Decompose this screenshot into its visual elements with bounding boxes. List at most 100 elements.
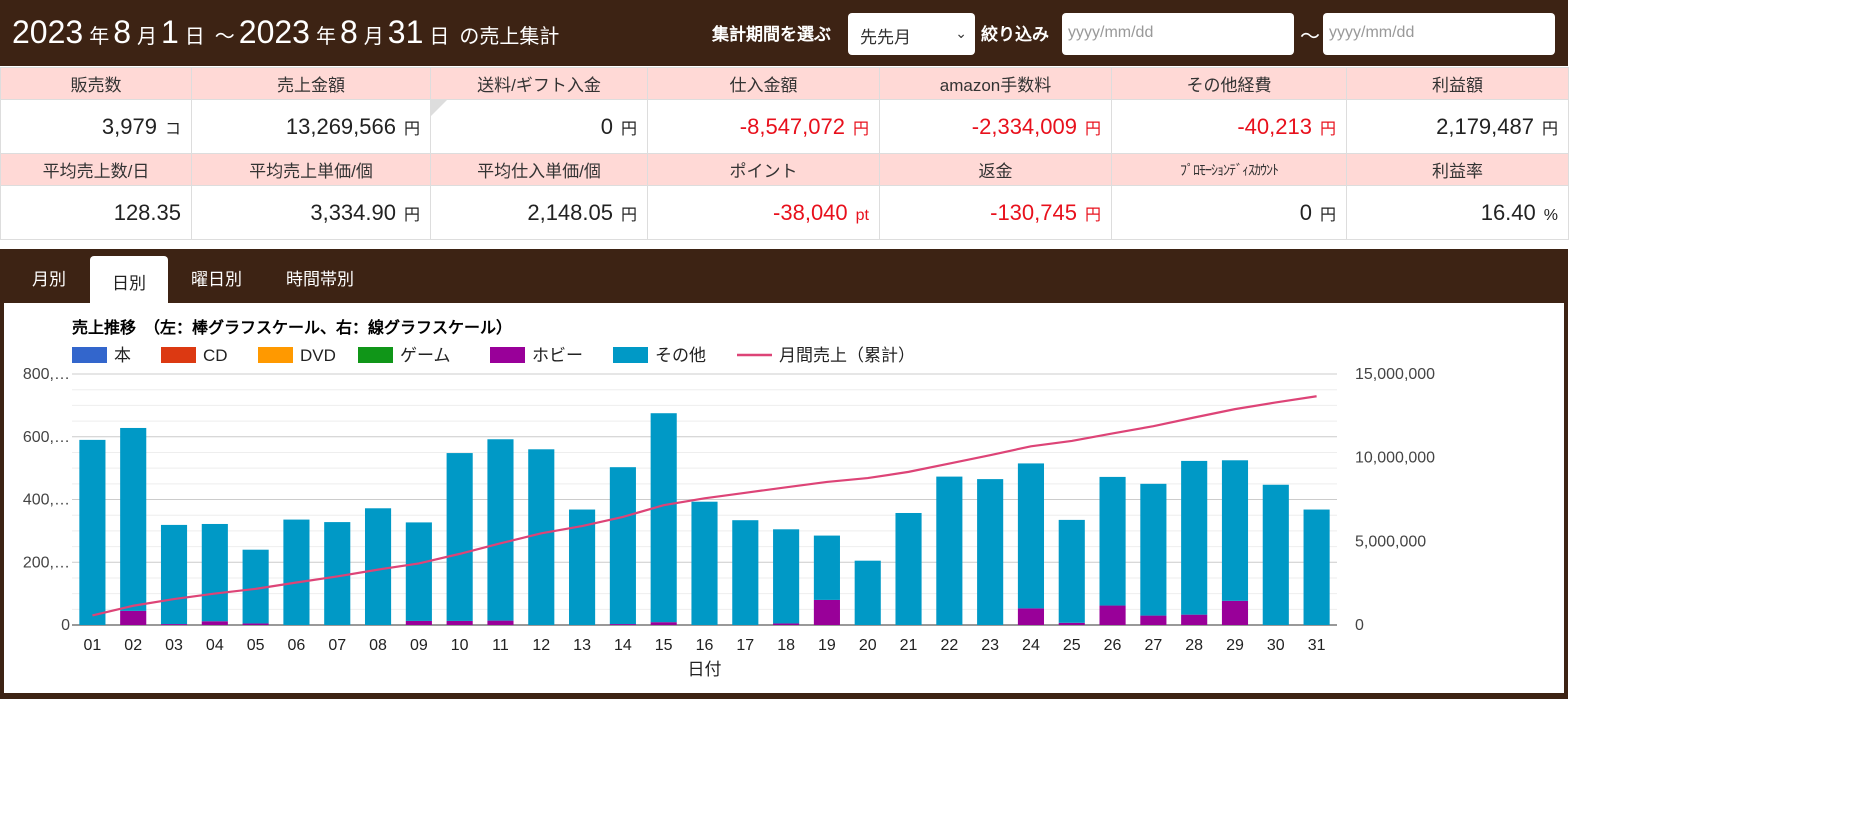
x-tick-label: 25	[1063, 637, 1081, 654]
stats-value-row: 128.35 3,334.90 円 2,148.05 円 -38,040 pt -13…	[0, 185, 1569, 240]
legend-swatch	[490, 347, 525, 363]
value: 3,334.90	[310, 199, 396, 225]
date-from-input[interactable]: yyyy/mm/dd	[1062, 13, 1294, 55]
legend-label: ホビー	[532, 346, 583, 365]
stat-label-shipping: 送料/ギフト入金	[430, 67, 648, 100]
bar-other	[324, 522, 351, 625]
title-tilde: ～	[214, 26, 235, 48]
value: 2,179,487	[1436, 113, 1534, 139]
x-tick-label: 06	[288, 637, 306, 654]
bar-hobby	[609, 624, 636, 625]
x-tick-label: 02	[124, 637, 142, 654]
unit: 円	[620, 120, 637, 138]
bar-hobby	[650, 622, 677, 625]
sales-trend-chart: 売上推移 （左：棒グラフスケール、右：線グラフスケール） 本 CD DVD ゲーム ホビー…	[23, 318, 1435, 679]
x-tick-label: 04	[206, 637, 224, 654]
x-tick-label: 09	[410, 637, 428, 654]
stat-value-amazon-fee: -2,334,009 円	[879, 99, 1112, 154]
value: 3,979	[101, 113, 157, 139]
stat-label-margin: 利益率	[1346, 153, 1569, 186]
year-unit: 年	[315, 26, 336, 48]
bar-other	[201, 523, 228, 622]
tab-monthly[interactable]: 月別	[32, 270, 66, 289]
bar-hobby	[1221, 600, 1249, 625]
tab-daily[interactable]: 日別	[90, 256, 168, 303]
legend-label: 月間売上（累計）	[779, 346, 915, 365]
chevron-down-icon: ⌄	[955, 25, 967, 41]
bar-hobby	[487, 620, 514, 625]
end-year: 2023	[238, 14, 310, 50]
bar-hobby	[160, 624, 188, 625]
stat-value-avg-count: 128.35	[0, 185, 192, 240]
stat-label-avg-price: 平均売上単価/個	[191, 153, 431, 186]
bar-other	[569, 509, 596, 625]
unit: 円	[1084, 120, 1101, 138]
tab-weekday[interactable]: 曜日別	[191, 270, 242, 289]
y-tick-label: 600,…	[23, 429, 70, 446]
bar-other	[160, 524, 188, 625]
x-tick-label: 23	[981, 637, 999, 654]
filter-label: 絞り込み	[981, 25, 1049, 44]
end-day: 31	[387, 14, 424, 50]
bar-other	[895, 512, 922, 625]
tab-hourly[interactable]: 時間帯別	[286, 270, 354, 289]
unit: 円	[403, 206, 420, 224]
date-to-placeholder: yyyy/mm/dd	[1329, 24, 1415, 41]
comment-corner-icon	[431, 100, 447, 116]
page-title: 2023 年 8 月 1 日～ 2023 年 8 月 31 日の売上集計	[12, 14, 563, 51]
stat-value-sales-amount: 13,269,566 円	[191, 99, 431, 154]
bar-other	[936, 476, 963, 625]
x-tick-label: 14	[614, 637, 632, 654]
x-tick-label: 11	[492, 637, 509, 654]
y2-tick-label: 0	[1355, 617, 1364, 634]
x-tick-label: 05	[247, 637, 265, 654]
stat-value-other-expense: -40,213 円	[1111, 99, 1347, 154]
value: 128.35	[113, 199, 181, 225]
x-tick-label: 08	[369, 637, 387, 654]
unit: 円	[1541, 120, 1558, 138]
bar-hobby	[1017, 608, 1045, 625]
bar-other	[283, 519, 310, 625]
bar-other	[1262, 484, 1289, 625]
x-tick-label: 19	[818, 637, 836, 654]
bar-other	[446, 453, 473, 621]
bar-other	[854, 560, 881, 625]
value: 0	[1299, 199, 1312, 225]
bar-other	[1221, 460, 1249, 601]
period-select[interactable]: 先先月 ⌄	[848, 13, 975, 55]
bar-other	[650, 413, 677, 623]
stat-label-promo: ﾌﾟﾛﾓｰｼｮﾝﾃﾞｨｽｶｳﾝﾄ	[1111, 153, 1347, 186]
y-tick-label: 0	[61, 617, 70, 634]
date-to-input[interactable]: yyyy/mm/dd	[1323, 13, 1555, 55]
legend-swatch	[72, 347, 107, 363]
year-unit: 年	[89, 26, 110, 48]
bar-other	[977, 479, 1004, 625]
x-tick-label: 28	[1185, 637, 1203, 654]
unit: 円	[403, 120, 420, 138]
x-tick-label: 26	[1104, 637, 1122, 654]
bar-other	[773, 529, 800, 624]
day-unit: 日	[184, 26, 205, 48]
bar-other	[813, 535, 840, 600]
bar-other	[1303, 509, 1330, 625]
view-tabs: 月別 日別 曜日別 時間帯別	[0, 249, 1568, 303]
cumulative-sales-line	[92, 395, 1317, 617]
month-unit: 月	[363, 26, 384, 48]
x-tick-label: 18	[777, 637, 795, 654]
bar-hobby	[1099, 605, 1126, 625]
chart-panel: 売上推移 （左：棒グラフスケール、右：線グラフスケール） 本 CD DVD ゲーム ホビー…	[0, 303, 1568, 699]
y-tick-label: 400,…	[23, 492, 70, 509]
stat-label-amazon-fee: amazon手数料	[879, 67, 1112, 100]
x-tick-label: 12	[532, 637, 550, 654]
stat-value-margin: 16.40%	[1346, 185, 1569, 240]
bar-other	[487, 439, 514, 621]
legend-label: CD	[203, 346, 228, 365]
stat-value-refund: -130,745 円	[879, 185, 1112, 240]
y2-tick-label: 15,000,000	[1355, 366, 1435, 383]
bar-hobby	[773, 623, 800, 625]
bar-hobby	[242, 623, 269, 625]
x-tick-label: 17	[736, 637, 754, 654]
stat-label-purchase: 仕入金額	[647, 67, 880, 100]
stat-value-profit: 2,179,487 円	[1346, 99, 1569, 154]
